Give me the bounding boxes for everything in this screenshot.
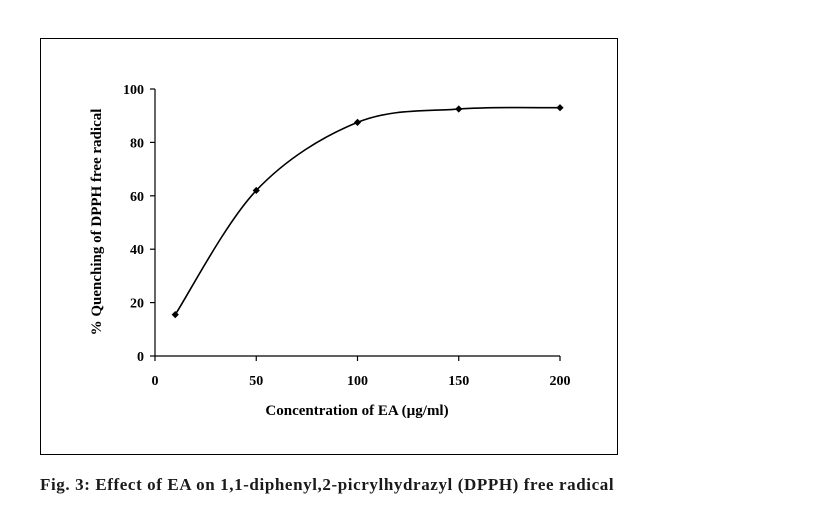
data-point: [171, 311, 179, 319]
series-line: [174, 106, 561, 316]
x-tick-label: 150: [448, 374, 469, 389]
data-markers: [171, 104, 564, 319]
data-point: [556, 104, 564, 112]
y-tick-label: 40: [130, 243, 144, 258]
x-axis-label: Concentration of EA (µg/ml): [265, 403, 448, 419]
x-tick-label: 0: [152, 374, 159, 389]
x-tick-label: 50: [249, 374, 263, 389]
y-axis-label: % Quenching of DPPH free radical: [89, 109, 105, 336]
figure-caption: Fig. 3: Effect of EA on 1,1-diphenyl,2-p…: [40, 475, 615, 494]
x-tick-label: 100: [347, 374, 368, 389]
y-tick-label: 60: [130, 190, 144, 205]
ticks: 0 20 40 60 80 100 0 50 100 150 200: [123, 83, 571, 389]
y-tick-label: 100: [123, 83, 144, 98]
x-tick-label: 200: [550, 374, 571, 389]
y-tick-label: 0: [137, 350, 144, 365]
data-point: [252, 186, 260, 195]
y-tick-label: 80: [130, 136, 144, 151]
axes: [154, 89, 560, 357]
y-tick-label: 20: [130, 297, 144, 312]
chart-frame: [40, 38, 618, 455]
data-point: [353, 118, 362, 126]
data-point: [455, 105, 463, 113]
